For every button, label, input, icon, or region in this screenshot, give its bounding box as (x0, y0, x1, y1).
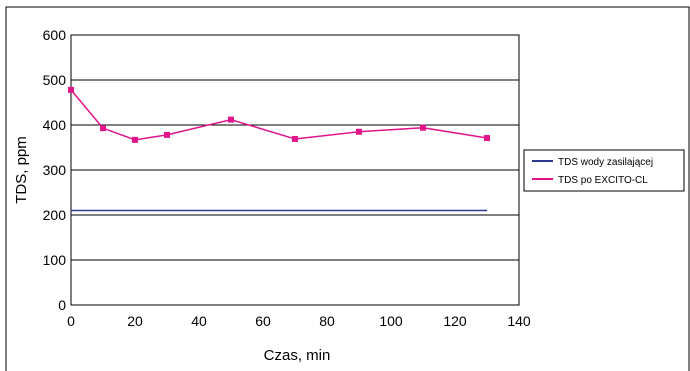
legend-box (523, 149, 685, 192)
x-tick-label: 80 (319, 313, 335, 329)
x-tick-label: 100 (379, 313, 403, 329)
y-tick-label: 400 (43, 117, 67, 133)
data-point (356, 128, 362, 135)
data-point (164, 131, 170, 138)
x-tick-label: 40 (191, 313, 207, 329)
gridlines (71, 79, 519, 261)
y-tick-label: 200 (43, 207, 67, 223)
data-point (228, 116, 234, 123)
y-tick-label: 100 (43, 252, 67, 268)
x-tick-label: 140 (507, 313, 531, 329)
legend-label-feed-water: TDS wody zasilającej (558, 157, 653, 168)
data-point (292, 135, 298, 142)
series-layer (68, 86, 490, 212)
x-tick-label: 0 (67, 313, 75, 329)
plot-area (70, 34, 520, 306)
legend: TDS wody zasilającej TDS po EXCITO-CL (523, 149, 685, 192)
legend-label-after-excito: TDS po EXCITO-CL (558, 175, 648, 186)
data-point (420, 124, 426, 131)
x-tick-label: 60 (255, 313, 271, 329)
series-line (70, 89, 488, 141)
y-axis-label: TDS, ppm (13, 136, 30, 204)
y-tick-label: 300 (43, 162, 67, 178)
x-tick-label: 20 (127, 313, 143, 329)
y-tick-label: 600 (43, 27, 67, 43)
data-point (132, 136, 138, 143)
series-1 (68, 86, 490, 143)
data-point (484, 135, 490, 142)
x-axis-ticks: 0 20 40 60 80 100 120 140 (67, 313, 531, 329)
data-point (100, 125, 106, 132)
x-axis-label: Czas, min (264, 347, 331, 364)
data-point (68, 86, 74, 93)
y-tick-label: 500 (43, 72, 67, 88)
x-tick-label: 120 (443, 313, 467, 329)
y-axis-ticks: 0 100 200 300 400 500 600 (43, 27, 67, 313)
y-tick-label: 0 (58, 297, 66, 313)
chart-outer-border (5, 6, 690, 371)
